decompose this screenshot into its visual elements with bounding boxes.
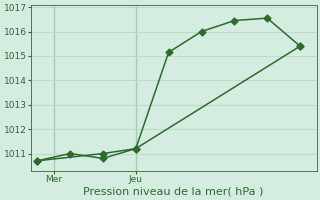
X-axis label: Pression niveau de la mer( hPa ): Pression niveau de la mer( hPa ) bbox=[84, 187, 264, 197]
